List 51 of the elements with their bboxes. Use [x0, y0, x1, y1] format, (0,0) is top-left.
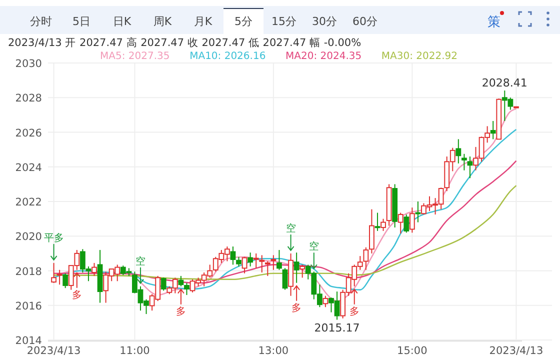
annotation: 多 [349, 305, 360, 318]
text: 60分 [352, 15, 378, 28]
y-tick-label: 2018 [15, 266, 42, 278]
candlestick [248, 252, 254, 267]
candlestick [270, 254, 276, 270]
candlestick [392, 184, 398, 228]
y-tick-label: 2030 [15, 58, 42, 70]
text: 分时 [30, 15, 52, 28]
x-tick-label: 2023/4/13 [26, 345, 81, 357]
annotation: 空 [286, 222, 296, 234]
candlestick [253, 252, 259, 269]
candlestick [288, 252, 294, 296]
text: 5分 [234, 15, 252, 28]
x-tick-label: 11:00 [120, 345, 150, 357]
candlestick [456, 138, 462, 164]
x-tick-label: 13:00 [258, 345, 289, 357]
x-tick-label: 2023/4/13 [489, 345, 544, 357]
text: MA5: 2027.35 [100, 51, 170, 62]
candlestick [97, 249, 103, 304]
annotation: 空 [135, 255, 146, 268]
text: 周K [153, 15, 172, 28]
y-tick-label: 2028 [15, 92, 42, 105]
text: MA20: 2024.35 [286, 51, 362, 62]
y-tick-label: 2026 [15, 127, 42, 140]
y-tick-label: 2014 [15, 335, 42, 347]
annotation: 多 [72, 288, 82, 301]
candlestick [259, 254, 265, 273]
text: 日K [112, 15, 132, 28]
text: 5日 [72, 15, 90, 28]
annotation: 多 [176, 305, 186, 318]
x-tick-label: 15:00 [397, 345, 428, 357]
text: MA10: 2026.16 [190, 51, 266, 62]
candlestick [490, 120, 496, 140]
y-tick-label: 2020 [15, 231, 42, 244]
text: 15分 [272, 15, 296, 28]
y-tick-label: 2024 [15, 162, 42, 174]
annotation: 多 [292, 302, 302, 314]
text: MA30: 2022.92 [381, 51, 458, 62]
text: 策 [488, 15, 500, 30]
annotation: 2015.17 [314, 322, 360, 335]
annotation: 2028.41 [482, 76, 528, 90]
y-tick-label: 2022 [15, 196, 42, 208]
text: 月K [194, 15, 213, 28]
candlestick [415, 201, 421, 223]
text: 2023/4/13 开 2027.47 高 2027.47 收 2027.47 低 2027.47 幅 -0.00% [8, 36, 362, 49]
annotation: 空 [308, 240, 319, 253]
candlestick [294, 252, 300, 284]
annotation: 平多 [44, 232, 64, 244]
candlestick [369, 208, 374, 254]
text: 30分 [312, 15, 337, 28]
y-tick-label: 2016 [15, 300, 42, 312]
